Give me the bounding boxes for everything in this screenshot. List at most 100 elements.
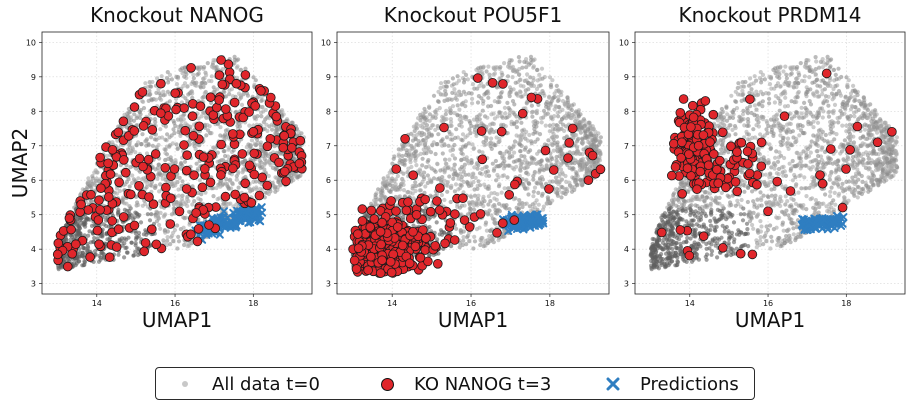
point-all-data — [251, 75, 256, 80]
point-all-data — [537, 168, 543, 173]
point-all-data — [468, 131, 473, 136]
point-all-data — [536, 202, 541, 207]
point-all-data — [380, 188, 385, 193]
point-all-data — [449, 132, 454, 137]
point-all-data — [576, 119, 581, 124]
point-all-data — [593, 138, 598, 143]
point-all-data — [477, 149, 482, 154]
point-all-data — [147, 218, 153, 223]
point-all-data — [505, 100, 510, 105]
point-all-data — [479, 69, 484, 74]
point-all-data — [278, 151, 283, 156]
point-all-data — [564, 179, 569, 184]
point-ko — [239, 192, 250, 203]
point-prediction — [219, 207, 228, 216]
point-all-data — [182, 74, 187, 79]
point-all-data — [89, 223, 95, 228]
point-all-data — [153, 97, 158, 102]
point-all-data — [507, 153, 512, 158]
point-all-data — [102, 215, 107, 220]
point-all-data — [405, 170, 410, 175]
point-all-data — [539, 66, 545, 71]
point-all-data — [458, 182, 463, 187]
point-all-data — [234, 65, 239, 70]
point-ko — [262, 141, 273, 152]
point-all-data — [167, 72, 173, 77]
point-all-data — [126, 235, 131, 240]
x-axis-label: UMAP1 — [142, 308, 212, 332]
point-all-data — [243, 174, 248, 180]
point-ko — [126, 189, 136, 200]
point-ko — [166, 193, 176, 204]
point-all-data — [535, 207, 540, 212]
point-all-data — [269, 122, 275, 127]
point-all-data — [481, 64, 486, 69]
point-all-data — [550, 78, 555, 83]
point-all-data — [206, 186, 211, 191]
point-all-data — [417, 188, 422, 193]
point-all-data — [452, 87, 457, 92]
point-all-data — [548, 103, 553, 108]
point-all-data — [153, 120, 158, 125]
point-all-data — [230, 181, 235, 186]
point-all-data — [110, 140, 115, 145]
point-ko — [119, 155, 129, 165]
series-predictions — [191, 203, 267, 244]
point-all-data — [436, 99, 441, 104]
point-prediction — [244, 218, 253, 227]
point-all-data — [379, 199, 384, 204]
point-all-data — [467, 238, 472, 244]
point-all-data — [541, 207, 546, 212]
point-ko — [76, 199, 86, 210]
point-all-data — [168, 155, 173, 160]
point-all-data — [437, 106, 442, 111]
point-all-data — [137, 213, 142, 218]
point-ko — [129, 102, 140, 112]
point-all-data — [463, 99, 468, 104]
point-all-data — [549, 141, 554, 146]
point-all-data — [202, 91, 207, 96]
point-all-data — [505, 74, 511, 79]
point-all-data — [252, 82, 257, 87]
point-all-data — [100, 234, 105, 239]
point-all-data — [569, 189, 575, 194]
point-ko — [52, 249, 63, 260]
point-all-data — [425, 134, 431, 139]
point-all-data — [468, 181, 473, 186]
point-all-data — [241, 91, 246, 96]
point-all-data — [513, 80, 518, 85]
point-all-data — [264, 151, 269, 156]
point-all-data — [296, 129, 301, 134]
point-all-data — [117, 237, 122, 242]
point-all-data — [491, 168, 496, 173]
point-ko — [147, 125, 158, 135]
point-all-data — [125, 111, 130, 116]
point-ko — [181, 184, 192, 194]
point-all-data — [498, 65, 503, 70]
point-all-data — [412, 128, 417, 134]
point-ko — [156, 78, 166, 89]
point-all-data — [524, 65, 529, 70]
point-all-data — [534, 124, 539, 129]
point-all-data — [445, 166, 450, 171]
point-ko — [220, 191, 231, 202]
point-all-data — [101, 222, 106, 227]
point-all-data — [579, 125, 584, 130]
point-all-data — [92, 235, 97, 241]
point-all-data — [138, 220, 144, 225]
point-all-data — [471, 146, 476, 152]
point-all-data — [179, 119, 184, 124]
point-all-data — [175, 117, 181, 122]
point-all-data — [136, 246, 141, 251]
point-ko — [214, 70, 225, 80]
point-all-data — [211, 186, 216, 191]
point-all-data — [127, 120, 132, 125]
point-all-data — [442, 141, 447, 147]
point-all-data — [137, 110, 142, 115]
point-all-data — [439, 192, 444, 198]
point-all-data — [580, 118, 586, 123]
point-all-data — [480, 235, 485, 241]
point-all-data — [166, 80, 171, 85]
point-all-data — [218, 184, 223, 189]
